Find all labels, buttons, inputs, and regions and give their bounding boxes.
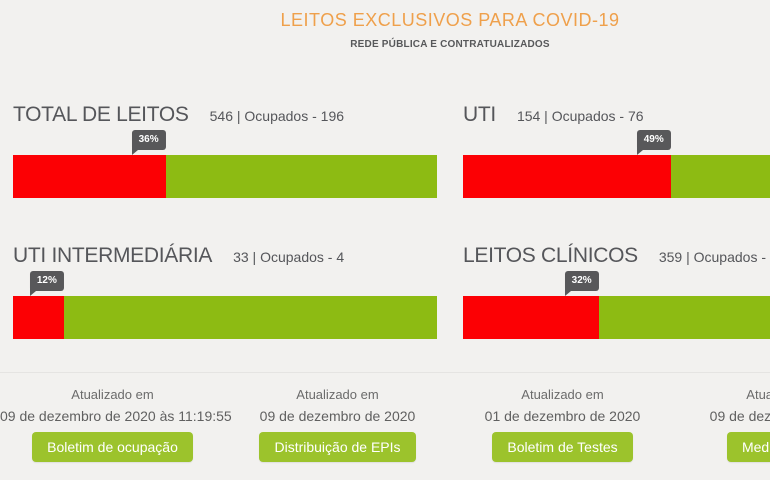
page-header: LEITOS EXCLUSIVOS PARA COVID-19 REDE PÚB… <box>0 0 770 51</box>
distribuicao-epis-button[interactable]: Distribuição de EPIs <box>259 432 416 462</box>
occupancy-bar-area: 36% <box>13 130 437 198</box>
occupancy-bar-area: 49% <box>463 130 770 198</box>
occupied-fill <box>13 155 166 198</box>
section-title: LEITOS CLÍNICOS <box>463 244 638 267</box>
boletim-ocupacao-button[interactable]: Boletim de ocupação <box>32 432 193 462</box>
occupancy-bar <box>463 296 770 339</box>
occupancy-bar-area: 32% <box>463 271 770 339</box>
bed-section-total-de-leitos: TOTAL DE LEITOS 546 | Ocupados - 196 36% <box>13 101 437 198</box>
bed-section-leitos-clinicos: LEITOS CLÍNICOS 359 | Ocupados - 116 32% <box>463 242 770 339</box>
section-title: TOTAL DE LEITOS <box>13 103 189 126</box>
section-stats: 546 | Ocupados - 196 <box>209 108 345 124</box>
percent-badge: 32% <box>564 271 599 296</box>
footer-links: Atualizado em 09 de dezembro de 2020 às … <box>0 372 770 462</box>
bed-section-uti: UTI 154 | Ocupados - 76 49% <box>463 101 770 198</box>
updated-label: Atualizado em <box>521 387 604 402</box>
occupied-fill <box>463 296 599 339</box>
section-head: TOTAL DE LEITOS 546 | Ocupados - 196 <box>13 101 437 128</box>
beds-grid: TOTAL DE LEITOS 546 | Ocupados - 196 36%… <box>13 51 770 339</box>
section-stats: 33 | Ocupados - 4 <box>233 249 345 265</box>
occupied-fill <box>13 296 64 339</box>
updated-date: 09 de dezembro de 2020 às 11:19:55 <box>0 408 232 424</box>
updated-date: 01 de dezembro de 2020 <box>484 408 641 424</box>
page-title: LEITOS EXCLUSIVOS PARA COVID-19 <box>280 10 620 30</box>
section-stats: 359 | Ocupados - 116 <box>658 249 770 265</box>
updated-date: 09 de dezembro de 2020 <box>709 408 770 424</box>
occupancy-bar <box>463 155 770 198</box>
dashboard-page: LEITOS EXCLUSIVOS PARA COVID-19 REDE PÚB… <box>0 0 770 462</box>
footer-col-medicamentos: Atualizado em 09 de dezembro de 2020 Med… <box>675 373 770 462</box>
occupancy-bar <box>13 155 437 198</box>
occupied-fill <box>463 155 671 198</box>
occupancy-bar <box>13 296 437 339</box>
occupancy-bar-area: 12% <box>13 271 437 339</box>
section-head: LEITOS CLÍNICOS 359 | Ocupados - 116 <box>463 242 770 269</box>
page-subtitle: REDE PÚBLICA E CONTRATUALIZADOS <box>350 39 550 50</box>
section-stats: 154 | Ocupados - 76 <box>516 108 644 124</box>
section-head: UTI 154 | Ocupados - 76 <box>463 101 770 128</box>
percent-badge: 12% <box>29 271 64 296</box>
updated-label: Atualizado em <box>296 387 379 402</box>
updated-label: Atualizado em <box>746 387 770 402</box>
section-title: UTI INTERMEDIÁRIA <box>13 244 213 267</box>
bed-section-uti-intermediaria: UTI INTERMEDIÁRIA 33 | Ocupados - 4 12% <box>13 242 437 339</box>
updated-label: Atualizado em <box>71 387 154 402</box>
medicamentos-button[interactable]: Medicamentos <box>726 432 770 462</box>
percent-badge: 49% <box>636 130 671 155</box>
updated-date: 09 de dezembro de 2020 <box>259 408 416 424</box>
section-head: UTI INTERMEDIÁRIA 33 | Ocupados - 4 <box>13 242 437 269</box>
boletim-testes-button[interactable]: Boletim de Testes <box>492 432 633 462</box>
footer-col-boletim-testes: Atualizado em 01 de dezembro de 2020 Bol… <box>450 373 675 462</box>
section-title: UTI <box>463 103 496 126</box>
percent-badge: 36% <box>131 130 166 155</box>
footer-col-boletim-ocupacao: Atualizado em 09 de dezembro de 2020 às … <box>0 373 232 462</box>
footer-col-distribuicao-epis: Atualizado em 09 de dezembro de 2020 Dis… <box>225 373 450 462</box>
